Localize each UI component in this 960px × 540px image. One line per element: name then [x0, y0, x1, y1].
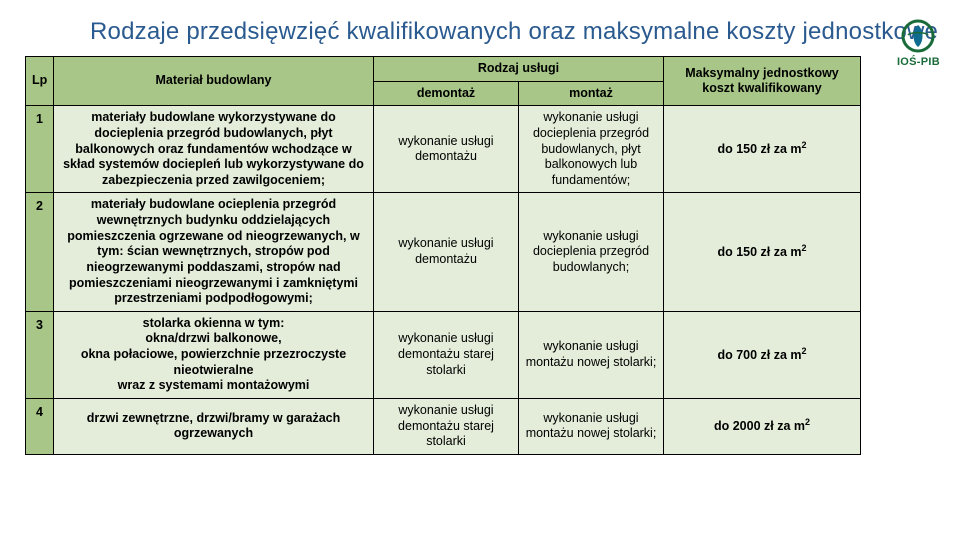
org-logo: IOŚ-PIB	[897, 18, 940, 68]
cell-demontaz: wykonanie usługi demontażu	[374, 106, 519, 193]
th-lp: Lp	[26, 57, 54, 106]
cell-material: materiały budowlane wykorzystywane do do…	[54, 106, 374, 193]
cell-cost: do 150 zł za m2	[664, 193, 861, 311]
th-material: Materiał budowlany	[54, 57, 374, 106]
cell-material: drzwi zewnętrzne, drzwi/bramy w garażach…	[54, 398, 374, 454]
logo-text: IOŚ-PIB	[897, 56, 940, 68]
table-row: 3stolarka okienna w tym:okna/drzwi balko…	[26, 311, 861, 398]
th-cost: Maksymalny jednostkowy koszt kwalifikowa…	[664, 57, 861, 106]
table-header-row-1: Lp Materiał budowlany Rodzaj usługi Maks…	[26, 57, 861, 82]
cell-material: stolarka okienna w tym:okna/drzwi balkon…	[54, 311, 374, 398]
cell-lp: 3	[26, 311, 54, 398]
cell-lp: 4	[26, 398, 54, 454]
cell-demontaz: wykonanie usługi demontażu	[374, 193, 519, 311]
page-title: Rodzaje przedsięwzięć kwalifikowanych or…	[90, 18, 938, 46]
th-demontaz: demontaż	[374, 81, 519, 106]
cell-demontaz: wykonanie usługi demontażu starej stolar…	[374, 398, 519, 454]
cell-montaz: wykonanie usługi docieplenia przegród bu…	[519, 193, 664, 311]
table-row: 2materiały budowlane ocieplenia przegród…	[26, 193, 861, 311]
cell-material: materiały budowlane ocieplenia przegród …	[54, 193, 374, 311]
leaf-globe-icon	[898, 18, 938, 54]
th-montaz: montaż	[519, 81, 664, 106]
table-row: 4drzwi zewnętrzne, drzwi/bramy w garażac…	[26, 398, 861, 454]
cell-montaz: wykonanie usługi docieplenia przegród bu…	[519, 106, 664, 193]
cell-montaz: wykonanie usługi montażu nowej stolarki;	[519, 311, 664, 398]
table-row: 1materiały budowlane wykorzystywane do d…	[26, 106, 861, 193]
cell-cost: do 700 zł za m2	[664, 311, 861, 398]
cell-demontaz: wykonanie usługi demontażu starej stolar…	[374, 311, 519, 398]
cost-table: Lp Materiał budowlany Rodzaj usługi Maks…	[25, 56, 861, 455]
cell-cost: do 2000 zł za m2	[664, 398, 861, 454]
cell-montaz: wykonanie usługi montażu nowej stolarki;	[519, 398, 664, 454]
cell-lp: 1	[26, 106, 54, 193]
cell-cost: do 150 zł za m2	[664, 106, 861, 193]
cell-lp: 2	[26, 193, 54, 311]
th-service-group: Rodzaj usługi	[374, 57, 664, 82]
